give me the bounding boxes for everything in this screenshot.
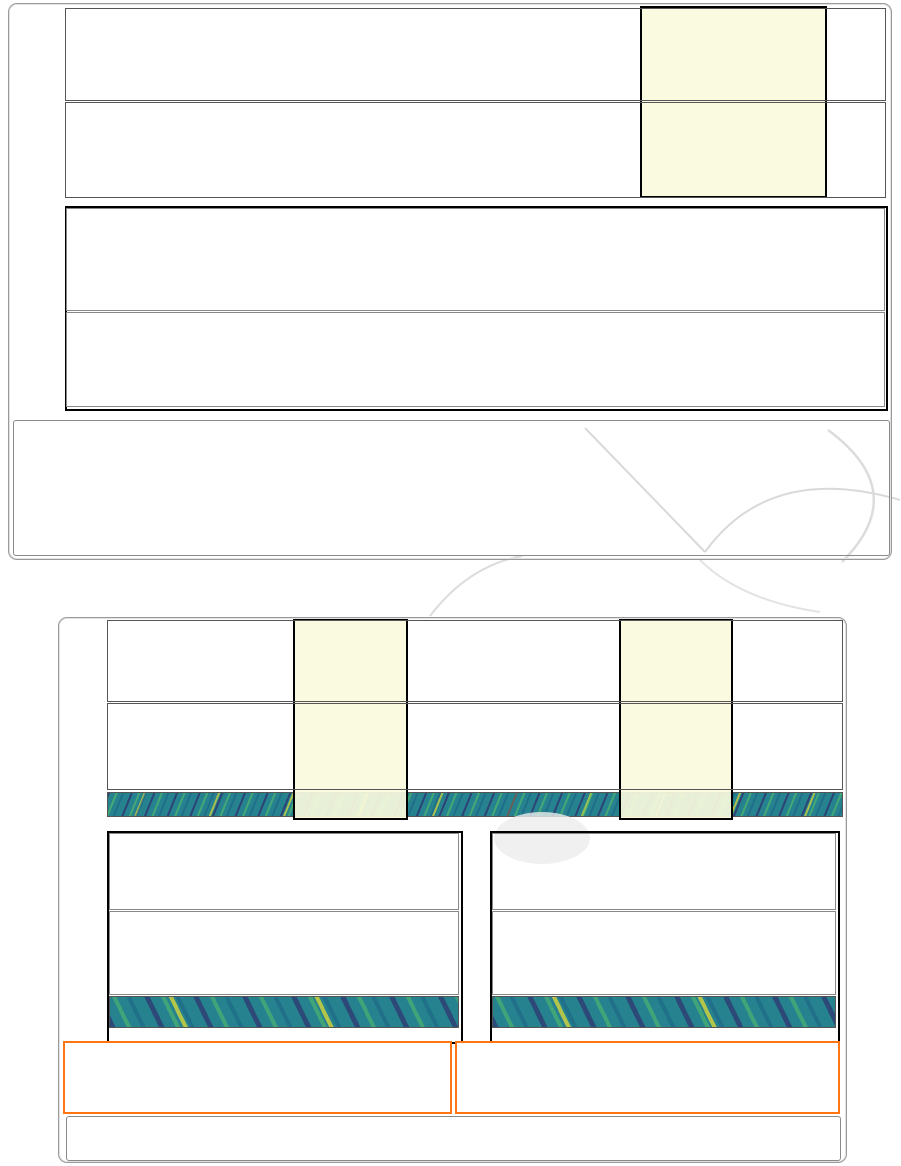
top-zoom-arousal-panel — [66, 312, 885, 407]
face-strip-right — [455, 1041, 840, 1114]
face-strip-left — [63, 1041, 452, 1114]
bottom-highlight-region-left — [293, 618, 408, 820]
bottom-legend-box — [66, 1116, 841, 1161]
bottom-zoom-left-valence-panel — [109, 833, 459, 910]
top-zoom-valence-panel — [66, 208, 885, 311]
bottom-zoom-left-arousal-panel — [109, 911, 459, 995]
bottom-zoom-right-valence-panel — [492, 833, 836, 910]
bottom-zoom-right-arousal-panel — [492, 911, 836, 995]
bottom-zoom-left-wa8-strip — [109, 996, 459, 1028]
bottom-zoom-right-wa8-strip — [492, 996, 836, 1028]
top-highlight-region — [640, 6, 827, 198]
bottom-highlight-region-right — [619, 618, 733, 820]
top-zoom-box — [65, 206, 888, 411]
top-legend-box — [13, 420, 890, 556]
